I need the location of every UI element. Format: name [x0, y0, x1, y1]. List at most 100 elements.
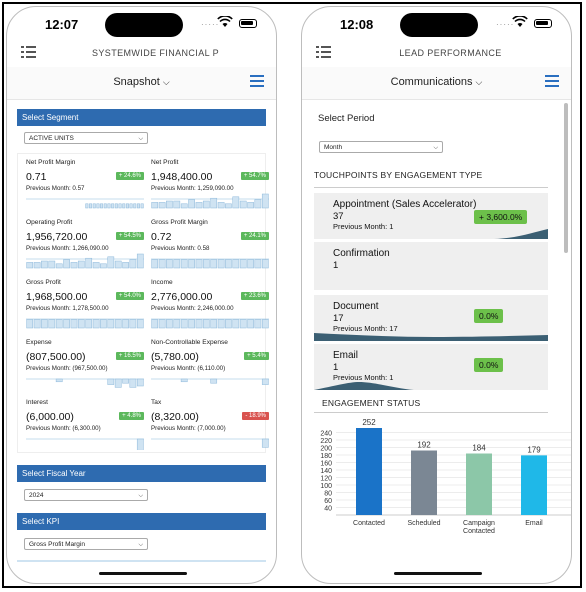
hamburger-menu-icon[interactable]: [250, 75, 264, 87]
sparkline-bar: [140, 203, 144, 209]
chevron-down-icon: ⌵: [433, 145, 438, 151]
metric-card[interactable]: Expense (807,500.00) + 16.5% Previous Month…: [26, 334, 148, 394]
sparkline-bar: [158, 202, 166, 209]
metric-card[interactable]: Interest (6,000.00) + 4.8% Previous Month: …: [26, 394, 148, 454]
notch: [400, 13, 478, 37]
sparkline-bar: [195, 202, 203, 209]
sparkline-bar: [151, 202, 159, 209]
sparkline-bar: [180, 259, 188, 269]
touchpoint-card-document[interactable]: Document 17 Previous Month: 17 0.0%: [314, 295, 548, 341]
home-indicator[interactable]: [394, 572, 482, 575]
view-selector-bar: Snapshot ⌵: [7, 67, 276, 100]
metric-card[interactable]: Non-Controllable Expense (5,780.00) + 5.4%…: [151, 334, 273, 394]
metric-sparkline: [26, 378, 144, 388]
kpi-select[interactable]: Gross Profit Margin ⌵: [24, 538, 148, 550]
sparkline-bar: [77, 260, 85, 269]
sparkline-bar: [100, 319, 107, 329]
view-dropdown[interactable]: Communications ⌵: [302, 76, 571, 88]
app-title: LEAD PERFORMANCE: [399, 48, 502, 58]
metric-card[interactable]: Net Profit 1,948,400.00 + 54.7% Previous Mo…: [151, 154, 273, 214]
touchpoint-previous: Previous Month: 1: [333, 222, 394, 231]
sparkline-bar: [217, 259, 225, 269]
bar-contacted: [356, 428, 382, 515]
sparkline-bar: [114, 319, 122, 329]
sparkline-bar: [122, 262, 129, 269]
sparkline-bar: [166, 259, 173, 269]
sparkline-bar: [122, 319, 129, 329]
sparkline-bar: [173, 319, 181, 329]
period-select[interactable]: Month ⌵: [319, 141, 443, 153]
metric-card[interactable]: Gross Profit Margin 0.72 + 24.1% Previous M…: [151, 214, 273, 274]
sparkline-bar: [89, 203, 93, 209]
sparkline-bar: [48, 319, 56, 329]
sparkline-bar: [180, 319, 188, 329]
list-menu-icon[interactable]: [316, 46, 331, 58]
view-dropdown[interactable]: Snapshot ⌵: [7, 76, 276, 88]
list-menu-icon[interactable]: [21, 46, 36, 58]
metric-card[interactable]: Net Profit Margin 0.71 + 24.6% Previous Mon…: [26, 154, 148, 214]
sparkline-bar: [210, 319, 218, 329]
metric-previous: Previous Month: (6,110.00): [151, 365, 226, 372]
sparkline-bar: [103, 203, 107, 209]
metric-name: Gross Profit Margin: [151, 219, 208, 226]
fiscal-year-select[interactable]: 2024 ⌵: [24, 489, 148, 501]
sparkline-bar: [55, 319, 63, 329]
sparkline-bar: [261, 259, 269, 269]
y-tick-label: 120: [320, 476, 332, 483]
screenshot-frame: [2, 2, 582, 588]
sparkline-bar: [63, 319, 70, 329]
metric-previous: Previous Month: (6,300.00): [26, 425, 101, 432]
segment-header: Select Segment: [17, 109, 266, 126]
x-tick-label: Contacted: [353, 520, 385, 527]
sparkline-bar: [180, 203, 188, 209]
app-bar: LEAD PERFORMANCE: [302, 39, 571, 68]
metric-name: Expense: [26, 339, 52, 346]
touchpoint-card-confirmation[interactable]: Confirmation 1: [314, 242, 548, 290]
touchpoint-card-appointment[interactable]: Appointment (Sales Accelerator) 37 Previ…: [314, 193, 548, 239]
app-bar: SYSTEMWIDE FINANCIAL P: [7, 39, 276, 68]
metric-change-badge: + 24.6%: [115, 172, 144, 180]
metric-value: 0.72: [151, 231, 172, 243]
touchpoint-change-badge: 0.0%: [474, 358, 504, 372]
home-indicator[interactable]: [99, 572, 187, 575]
sparkline-bar: [254, 319, 262, 329]
fiscal-year-header: Select Fiscal Year: [17, 465, 266, 482]
x-tick-label: Scheduled: [407, 520, 440, 527]
sparkline-bar: [202, 319, 210, 329]
sparkline-bar: [48, 260, 56, 269]
y-tick-label: 200: [320, 446, 332, 453]
sparkline-bar: [92, 319, 100, 329]
sparkline-bar: [41, 319, 48, 329]
metric-name: Net Profit: [151, 159, 179, 166]
sparkline-bar: [122, 203, 126, 209]
metric-sparkline: [151, 258, 269, 269]
metric-change-badge: + 24.1%: [240, 232, 269, 240]
sparkline-bar: [247, 202, 254, 209]
metric-card[interactable]: Operating Profit 1,956,720.00 + 54.5% Previ…: [26, 214, 148, 274]
segment-select[interactable]: ACTIVE UNITS ⌵: [24, 132, 148, 144]
y-tick-label: 40: [324, 506, 332, 513]
touchpoint-area-chart: [314, 382, 414, 390]
metric-card[interactable]: Income 2,776,000.00 + 23.6% Previous Month:…: [151, 274, 273, 334]
page-scrollbar[interactable]: [564, 103, 568, 253]
touchpoint-name: Document: [333, 301, 379, 312]
metric-card[interactable]: Gross Profit 1,968,500.00 + 54.0% Previous …: [26, 274, 148, 334]
metric-previous: Previous Month: 2,246,000.00: [151, 305, 234, 312]
bar-campaign-contacted: [466, 453, 492, 515]
sparkline-bar: [70, 319, 78, 329]
sparkline-bar: [33, 262, 41, 269]
sparkline-bar: [114, 203, 118, 209]
sparkline-bar: [254, 199, 262, 209]
metric-change-badge: + 16.5%: [115, 352, 144, 360]
sparkline-bar: [26, 319, 34, 329]
touchpoint-area-chart: [494, 229, 548, 239]
metric-card[interactable]: Tax (8,320.00) - 18.9% Previous Month: (7,0…: [151, 394, 273, 454]
sparkline-bar: [188, 199, 195, 209]
hamburger-menu-icon[interactable]: [545, 75, 559, 87]
sparkline-bar: [239, 259, 247, 269]
sparkline-bar: [41, 260, 48, 269]
sparkline-bar: [107, 256, 115, 269]
sparkline-bar: [210, 197, 218, 209]
touchpoint-card-email[interactable]: Email 1 Previous Month: 1 0.0%: [314, 344, 548, 390]
touchpoint-change-badge: + 3,600.0%: [474, 210, 528, 224]
